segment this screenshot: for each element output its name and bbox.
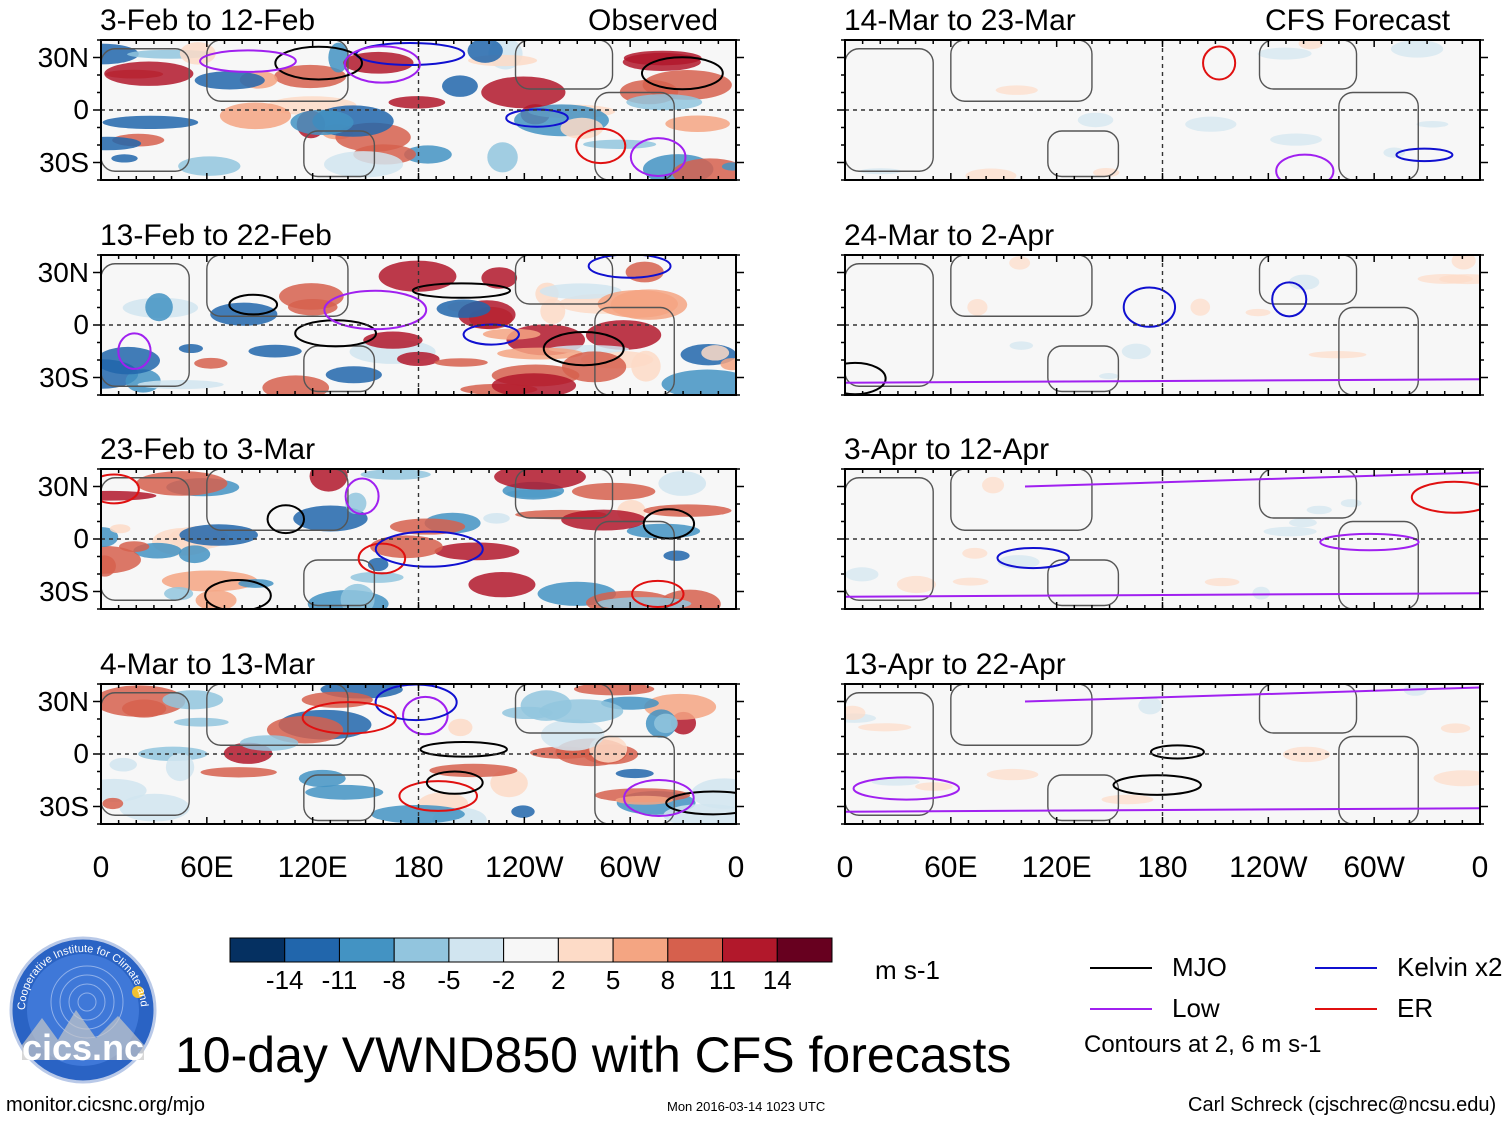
colorbar-swatch	[448, 937, 505, 963]
main-title: 10-day VWND850 with CFS forecasts	[175, 1027, 1012, 1083]
x-tick-label: 60W	[1343, 851, 1405, 884]
legend-label: ER	[1397, 993, 1434, 1023]
colorbar-label: -8	[382, 965, 406, 995]
column-label-observed: Observed	[588, 4, 719, 37]
legend-label: MJO	[1172, 952, 1227, 982]
legend-swatch-low	[1090, 1008, 1152, 1010]
colorbar-label: 5	[605, 965, 621, 995]
logo-ring-text: Cooperative Institute for Climate and Sa…	[0, 0, 150, 1010]
panel-period-title: 13-Feb to 22-Feb	[100, 219, 332, 252]
colorbar-label: 2	[551, 965, 566, 995]
panel-period-title: 3-Apr to 12-Apr	[844, 433, 1050, 466]
colorbar-label: 11	[709, 965, 737, 995]
y-tick-label: 30N	[37, 685, 89, 717]
panel-period-title: 23-Feb to 3-Mar	[100, 433, 316, 466]
column-label-forecast: CFS Forecast	[1265, 4, 1451, 37]
y-tick-label: 30N	[37, 470, 89, 502]
colorbar-label: -11	[321, 965, 358, 995]
y-tick-label: 0	[73, 523, 89, 554]
colorbar-swatch	[338, 937, 395, 963]
logo-swirl	[77, 992, 97, 1012]
y-tick-label: 0	[73, 738, 89, 769]
legend-label: Low	[1172, 993, 1220, 1023]
y-tick-label: 30S	[39, 790, 89, 822]
x-tick-label: 180	[1137, 851, 1188, 884]
logo-sun	[132, 986, 144, 998]
x-tick-label: 120E	[277, 851, 348, 884]
colorbar-label: 14	[762, 965, 792, 995]
colorbar-label: -5	[437, 965, 461, 995]
colorbar-swatch	[776, 937, 833, 963]
panel-period-title: 3-Feb to 12-Feb	[100, 4, 316, 37]
logo-ring-text-path: Cooperative Institute for Climate and Sa…	[0, 0, 150, 1010]
y-tick-label: 30S	[39, 361, 89, 393]
colorbar-swatch	[667, 937, 724, 963]
x-tick-label: 120E	[1021, 851, 1092, 884]
legend-swatch-kelvin-x2	[1315, 967, 1377, 969]
y-tick-label: 0	[73, 309, 89, 340]
logo-text: cics.nc	[22, 1027, 144, 1068]
legend-swatch-mjo	[1090, 967, 1152, 969]
panel-period-title: 13-Apr to 22-Apr	[844, 648, 1066, 681]
x-tick-label: 0	[836, 851, 854, 884]
x-tick-label: 0	[92, 851, 110, 884]
colorbar-swatch	[229, 937, 286, 963]
legend-label: Kelvin x2	[1397, 952, 1503, 982]
x-tick-label: 60E	[180, 851, 234, 884]
colorbar-label: -2	[492, 965, 516, 995]
colorbar-label: 8	[660, 965, 676, 995]
legend-swatch-er	[1315, 1008, 1377, 1010]
panel-period-title: 4-Mar to 13-Mar	[100, 648, 316, 681]
colorbar-swatch	[612, 937, 669, 963]
panel-period-title: 14-Mar to 23-Mar	[844, 4, 1076, 37]
colorbar-label: -14	[265, 965, 304, 995]
x-tick-label: 60E	[924, 851, 978, 884]
footer-url: monitor.cicsnc.org/mjo	[6, 1094, 205, 1116]
x-tick-label: 120W	[1229, 851, 1308, 884]
x-tick-label: 0	[1471, 851, 1489, 884]
y-tick-label: 30N	[37, 41, 89, 73]
y-tick-label: 30S	[39, 146, 89, 178]
x-tick-label: 60W	[599, 851, 661, 884]
x-tick-label: 0	[727, 851, 745, 884]
colorbar-swatch	[557, 937, 614, 963]
logo-swirl	[68, 983, 106, 1021]
footer-timestamp: Mon 2016-03-14 1023 UTC	[667, 1099, 826, 1114]
y-tick-label: 30N	[37, 256, 89, 288]
x-tick-label: 180	[393, 851, 444, 884]
y-tick-label: 30S	[39, 575, 89, 607]
footer-credit: Carl Schreck (cjschrec@ncsu.edu)	[1188, 1094, 1497, 1116]
colorbar-swatch	[503, 937, 559, 963]
colorbar-swatch	[284, 937, 340, 963]
y-tick-label: 0	[73, 94, 89, 125]
x-tick-label: 120W	[485, 851, 564, 884]
contour-note: Contours at 2, 6 m s-1	[1084, 1031, 1322, 1058]
panel-period-title: 24-Mar to 2-Apr	[844, 219, 1055, 252]
units-label: m s-1	[875, 955, 940, 985]
colorbar-swatch	[393, 937, 450, 963]
logo-mountains	[22, 1010, 144, 1060]
